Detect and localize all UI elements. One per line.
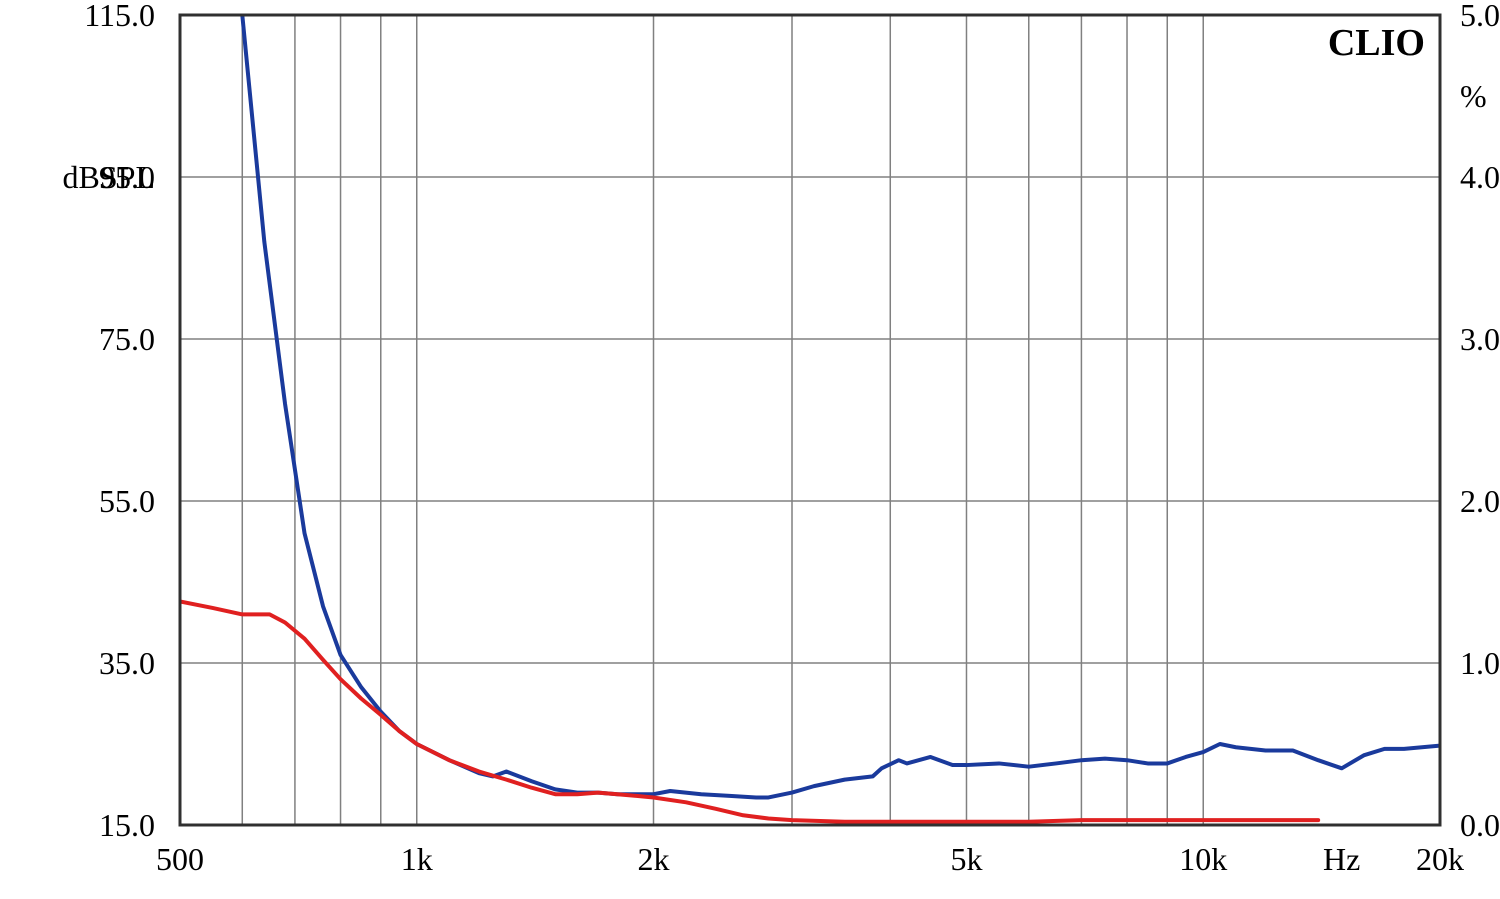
brand-label: CLIO — [1328, 22, 1425, 64]
x-tick-label: 1k — [401, 841, 433, 877]
y-left-tick-label: 35.0 — [99, 645, 155, 681]
y-left-tick-label: 15.0 — [99, 807, 155, 843]
y-right-tick-label: 2.00 — [1460, 483, 1500, 519]
y-right-tick-label: 4.00 — [1460, 159, 1500, 195]
x-tick-label: 5k — [950, 841, 982, 877]
y-right-unit-label: % — [1460, 78, 1487, 114]
y-left-tick-label: 55.0 — [99, 483, 155, 519]
x-tick-label: 10k — [1179, 841, 1227, 877]
x-tick-label: 20k — [1416, 841, 1464, 877]
y-left-unit-label: dBSPL — [63, 159, 155, 195]
clio-chart: 5001k2k5k10k20kHz15.035.055.075.095.0115… — [0, 0, 1500, 899]
y-left-tick-label: 115.0 — [84, 0, 155, 33]
y-right-tick-label: 5.00 — [1460, 0, 1500, 33]
y-right-tick-label: 0.00 — [1460, 807, 1500, 843]
x-unit-label: Hz — [1323, 841, 1360, 877]
y-right-tick-label: 1.00 — [1460, 645, 1500, 681]
chart-svg: 5001k2k5k10k20kHz15.035.055.075.095.0115… — [0, 0, 1500, 899]
x-tick-label: 500 — [156, 841, 204, 877]
y-left-tick-label: 75.0 — [99, 321, 155, 357]
x-tick-label: 2k — [638, 841, 670, 877]
y-right-tick-label: 3.00 — [1460, 321, 1500, 357]
